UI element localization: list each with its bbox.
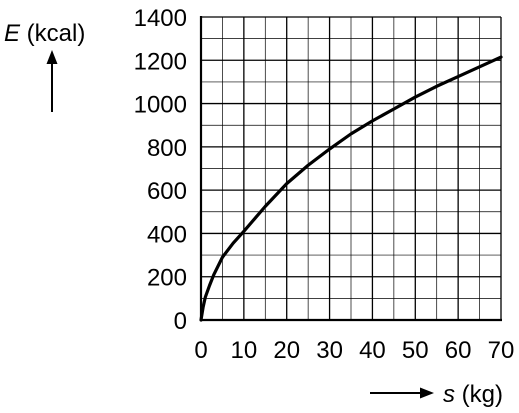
axes — [199, 16, 502, 322]
x-axis-arrow — [370, 387, 434, 399]
x-axis-symbol: s — [443, 381, 455, 408]
y-tick-label: 600 — [147, 178, 187, 205]
x-axis-unit: (kg) — [455, 381, 503, 408]
y-axis-symbol: E — [4, 20, 21, 47]
x-tick-label: 50 — [402, 337, 429, 364]
svg-text:s (kg): s (kg) — [443, 381, 503, 408]
svg-text:E (kcal): E (kcal) — [4, 20, 85, 47]
x-tick-label: 0 — [194, 337, 207, 364]
y-tick-label: 0 — [174, 308, 187, 335]
y-axis-unit: (kcal) — [20, 20, 85, 47]
x-tick-label: 30 — [316, 337, 343, 364]
x-axis-title: s (kg) — [443, 381, 503, 408]
y-tick-label: 1000 — [134, 92, 187, 119]
x-tick-labels: 0 10 20 30 40 50 60 70 — [194, 337, 514, 364]
y-axis-title: E (kcal) — [4, 20, 85, 47]
minor-grid — [201, 17, 501, 320]
y-tick-label: 200 — [147, 265, 187, 292]
y-tick-label: 400 — [147, 221, 187, 248]
energy-curve — [199, 55, 503, 322]
y-tick-labels: 0 200 400 600 800 1000 1200 1400 — [134, 5, 187, 335]
x-tick-label: 20 — [273, 337, 300, 364]
y-tick-label: 1400 — [134, 5, 187, 32]
x-tick-label: 10 — [231, 337, 258, 364]
x-tick-label: 60 — [445, 337, 472, 364]
y-axis-arrow — [46, 50, 58, 112]
y-tick-label: 800 — [147, 135, 187, 162]
x-tick-label: 40 — [359, 337, 386, 364]
x-tick-label: 70 — [488, 337, 515, 364]
y-tick-label: 1200 — [134, 48, 187, 75]
